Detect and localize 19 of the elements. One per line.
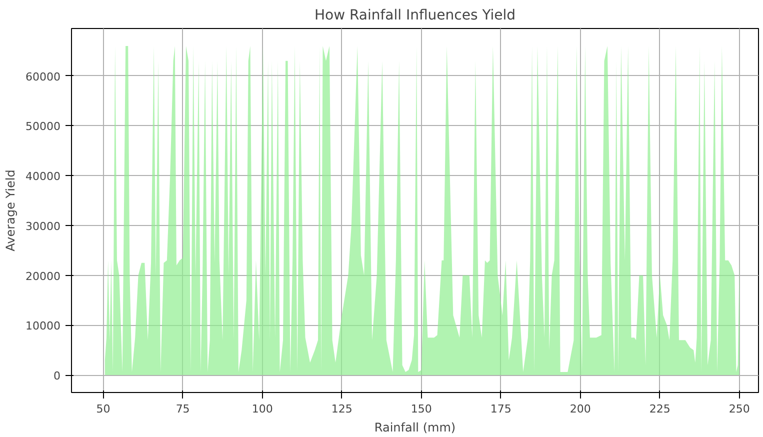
y-tick-label: 50000 (26, 120, 61, 134)
y-tick-label: 10000 (26, 320, 61, 333)
chart-title: How Rainfall Influences Yield (314, 8, 516, 24)
y-tick-label: 60000 (26, 70, 61, 84)
y-tick-label: 30000 (26, 220, 61, 233)
x-tick-label: 200 (570, 402, 591, 416)
x-tick-label: 100 (252, 402, 273, 416)
x-tick-label: 150 (410, 402, 432, 416)
x-tick-label: 175 (490, 402, 512, 416)
y-tick-label: 0 (54, 370, 60, 383)
x-tick-label: 250 (728, 402, 750, 416)
x-tick-label: 75 (176, 402, 190, 416)
x-axis-title: Rainfall (mm) (374, 420, 456, 434)
y-tick-label: 20000 (26, 270, 61, 283)
x-tick-label: 225 (649, 402, 670, 416)
y-axis-title: Average Yield (4, 170, 18, 252)
x-tick-label: 50 (96, 402, 110, 416)
x-tick-label: 125 (331, 402, 352, 416)
y-tick-label: 40000 (26, 170, 61, 184)
